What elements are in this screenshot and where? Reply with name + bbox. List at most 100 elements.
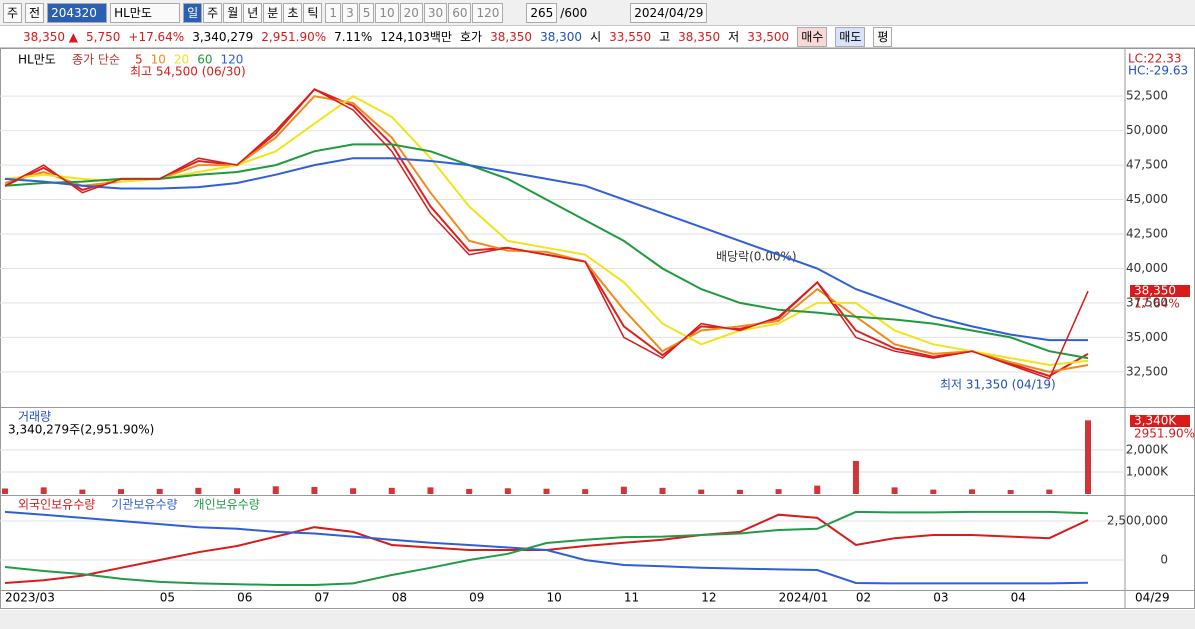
minute-button[interactable]: 10: [375, 2, 399, 23]
line: [4, 510, 1089, 585]
volume-bar: [659, 487, 666, 494]
open: 33,550: [609, 29, 652, 44]
max: /600: [560, 5, 588, 20]
volume-bar: [698, 489, 705, 494]
y-tick-label: 40,000: [1126, 261, 1168, 275]
minute-button[interactable]: 5: [358, 2, 375, 23]
label: 호가: [459, 30, 483, 44]
y-tick-label: 42,500: [1126, 227, 1168, 241]
y-tick-label: 50,000: [1126, 123, 1168, 137]
avg-button[interactable]: 평: [873, 26, 893, 47]
count[interactable]: 265: [526, 2, 558, 23]
line: [4, 95, 1089, 367]
hc-label: HC:-29.63: [1128, 64, 1188, 78]
date[interactable]: 2024/04/29: [630, 2, 708, 23]
legend-entry: 5: [135, 53, 143, 67]
interval-button[interactable]: 월: [223, 2, 243, 23]
price: 38,350 ▲: [23, 29, 79, 44]
volume-bar: [1085, 420, 1091, 494]
line: [4, 95, 1089, 373]
minute-button[interactable]: 30: [423, 2, 448, 23]
stock-name[interactable]: HL만도: [110, 2, 181, 23]
label: 시: [590, 30, 602, 44]
y-tick-label: 47,500: [1126, 158, 1168, 172]
legend-label: 종가 단순: [72, 53, 120, 67]
volume-tag-bg: [1130, 415, 1190, 427]
high-annotation: 최고 54,500 (06/30): [130, 65, 246, 79]
frame: [0, 48, 1195, 609]
amount: 124,103백만: [380, 30, 452, 44]
interval-button[interactable]: 분: [263, 2, 283, 23]
x-tick-label: 03: [933, 591, 948, 605]
minute-button[interactable]: 1: [325, 2, 342, 23]
scrollbar[interactable]: [0, 610, 1195, 629]
volume-tag: 3,340K: [1134, 414, 1177, 428]
y-tick-label: 0: [1160, 553, 1168, 567]
volume-rate: 2,951.90%: [261, 29, 327, 44]
legend-entry: 20: [174, 53, 189, 67]
minute-button[interactable]: 20: [399, 2, 423, 23]
legend-entry: 10: [151, 53, 166, 67]
period[interactable]: 주: [3, 2, 23, 23]
x-tick-label: 09: [469, 591, 484, 605]
y-tick-label: 35,000: [1126, 330, 1168, 344]
y-tick-label: 45,000: [1126, 192, 1168, 206]
lc-label: LC:22.33: [1128, 52, 1181, 66]
volume-bar: [388, 487, 395, 494]
legend-entry: 기관보유수량: [111, 498, 177, 512]
interval-button[interactable]: 틱: [303, 2, 323, 23]
minute-button[interactable]: 120: [472, 2, 504, 23]
volume-bar: [1046, 489, 1053, 494]
low: 33,500: [747, 29, 790, 44]
interval-button[interactable]: 주: [203, 2, 223, 23]
interval-button[interactable]: 초: [283, 2, 303, 23]
volume-bar: [427, 487, 434, 494]
interval-button[interactable]: 년: [243, 2, 263, 23]
prev[interactable]: 전: [25, 2, 45, 23]
x-tick-label: 07: [314, 591, 329, 605]
x-tick-label: 2024/01: [779, 591, 829, 605]
buy-button[interactable]: 매수: [797, 26, 828, 47]
legend-entry: 개인보유수량: [194, 498, 260, 512]
x-tick-label: 12: [701, 591, 716, 605]
label: 저: [728, 30, 740, 44]
minute-button[interactable]: 60: [448, 2, 472, 23]
y-tick-label: 1,000K: [1126, 464, 1169, 478]
chart: HL만도 종가 단순 최고 54,500 (06/30) 최저 31,350 (…: [0, 48, 1195, 629]
x-tick-label: 06: [237, 591, 252, 605]
volume-bar: [79, 489, 86, 494]
volume-bar: [620, 486, 627, 494]
change-tag: 17.64%: [1134, 297, 1180, 311]
volume-bar: [736, 489, 743, 494]
high: 38,350: [678, 29, 721, 44]
volume-bar: [1007, 490, 1014, 494]
volume-bar: [968, 489, 975, 494]
volume-bar: [852, 460, 859, 494]
interval-button[interactable]: 일: [183, 2, 203, 23]
volume-bar: [775, 489, 782, 494]
label: 고: [659, 30, 671, 44]
code[interactable]: 204320: [47, 2, 108, 23]
volume-title: 거래량: [18, 410, 51, 424]
volume-bar: [40, 487, 47, 494]
rate: +17.64%: [128, 29, 185, 44]
minute-button[interactable]: 3: [342, 2, 358, 23]
legend-entry: 외국인보유수량: [18, 498, 95, 512]
stock-label: HL만도: [18, 53, 56, 67]
y-tick-label: 37,500: [1126, 295, 1168, 309]
line: [4, 143, 1089, 360]
y-tick-label: 32,500: [1126, 364, 1168, 378]
volume-bar: [891, 487, 898, 494]
bid: 38,300: [540, 29, 583, 44]
line: [4, 157, 1088, 342]
volume-bar: [156, 488, 163, 494]
x-tick-label: 08: [392, 591, 407, 605]
volume-bar: [2, 488, 8, 494]
sell-button[interactable]: 매도: [835, 26, 866, 47]
x-end-label: 04/29: [1135, 591, 1170, 605]
low-annotation: 최저 31,350 (04/19): [940, 378, 1056, 392]
price-tag-bg: [1130, 285, 1190, 297]
